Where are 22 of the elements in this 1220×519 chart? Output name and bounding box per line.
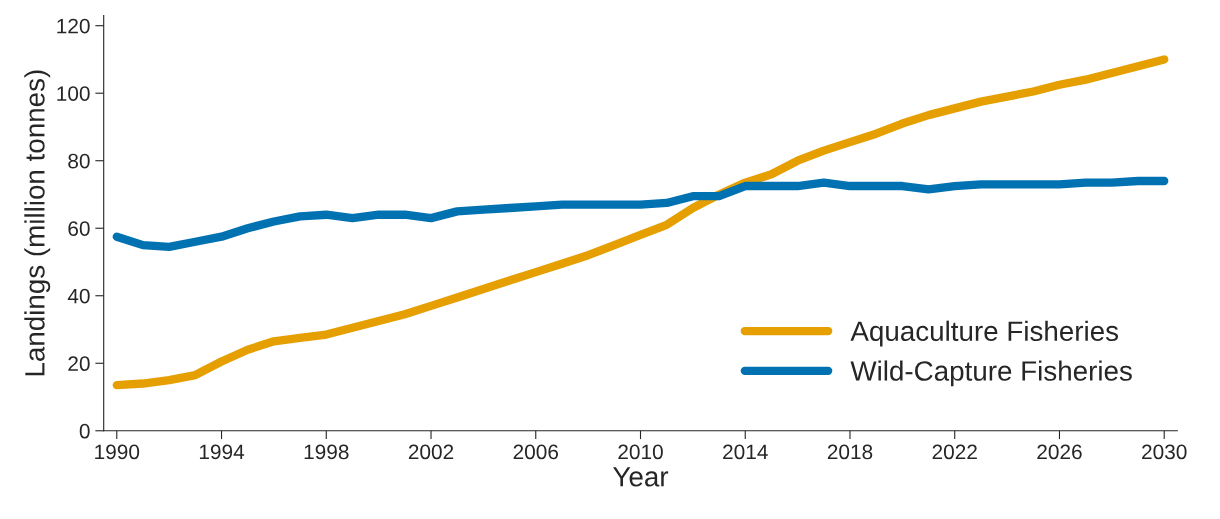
y-tick-label: 40 — [67, 288, 90, 304]
y-tick-label: 100 — [57, 86, 90, 101]
y-tick-label: 60 — [68, 221, 90, 236]
y-tick-label: 80 — [68, 153, 90, 169]
x-tick-label: 2030 — [1142, 444, 1187, 460]
x-axis-title: Year — [613, 467, 669, 487]
x-tick-label: 2018 — [827, 444, 873, 460]
x-tick-label: 2014 — [723, 444, 768, 460]
x-tick-label: 1994 — [199, 444, 245, 460]
x-tick-label: 1990 — [95, 444, 140, 460]
legend-label: Aquaculture Fisheries — [850, 320, 1119, 347]
y-tick-label: 0 — [79, 423, 90, 439]
x-tick-label: 2022 — [932, 444, 977, 460]
y-axis-title: Landings (million tonnes) — [24, 70, 51, 376]
legend-label: Wild-Capture Fisheries — [850, 360, 1132, 387]
x-tick-label: 2002 — [408, 444, 454, 460]
y-tick-label: 120 — [57, 18, 90, 34]
x-tick-label: 2010 — [618, 444, 663, 460]
x-tick-label: 2006 — [513, 444, 559, 460]
x-tick-label: 1998 — [304, 444, 349, 460]
x-tick-label: 2026 — [1037, 444, 1082, 460]
y-tick-label: 20 — [68, 356, 90, 372]
